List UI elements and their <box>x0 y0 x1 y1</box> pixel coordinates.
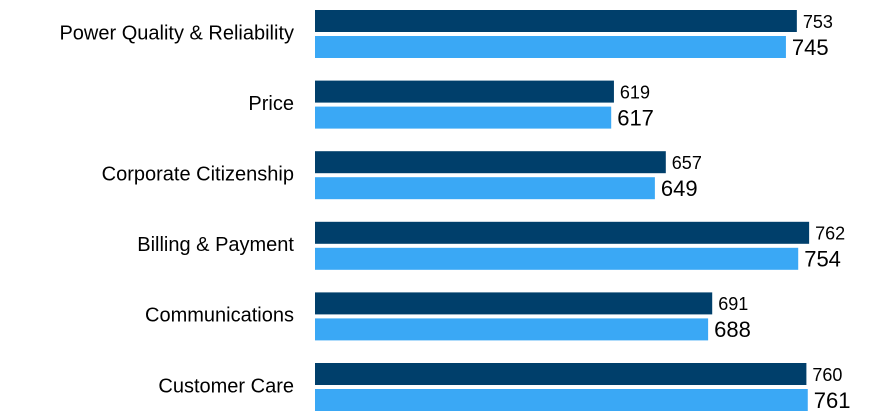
category-label: Customer Care <box>158 375 294 397</box>
bar <box>315 106 612 129</box>
category-label: Billing & Payment <box>137 234 294 256</box>
bar <box>315 221 810 244</box>
bar <box>315 151 666 174</box>
value-label: 745 <box>792 35 829 60</box>
value-label: 760 <box>812 365 842 385</box>
value-label: 761 <box>814 388 851 413</box>
bar <box>315 318 709 341</box>
value-label: 657 <box>672 153 702 173</box>
bar <box>315 363 807 385</box>
bar <box>315 389 808 411</box>
value-label: 617 <box>617 105 654 130</box>
value-label: 754 <box>804 247 841 272</box>
category-label: Communications <box>145 305 294 327</box>
value-label: 619 <box>620 82 650 102</box>
value-label: 753 <box>803 12 833 32</box>
bar <box>315 247 799 270</box>
value-label: 688 <box>714 317 751 342</box>
bar <box>315 292 713 315</box>
bar <box>315 177 655 200</box>
category-label: Corporate Citizenship <box>102 163 294 185</box>
bar <box>315 36 786 58</box>
value-label: 649 <box>661 176 698 201</box>
bar <box>315 80 614 103</box>
category-label: Power Quality & Reliability <box>59 22 294 44</box>
value-label: 691 <box>718 294 748 314</box>
category-label: Price <box>248 93 294 115</box>
value-label: 762 <box>815 224 845 244</box>
bar <box>315 10 797 32</box>
